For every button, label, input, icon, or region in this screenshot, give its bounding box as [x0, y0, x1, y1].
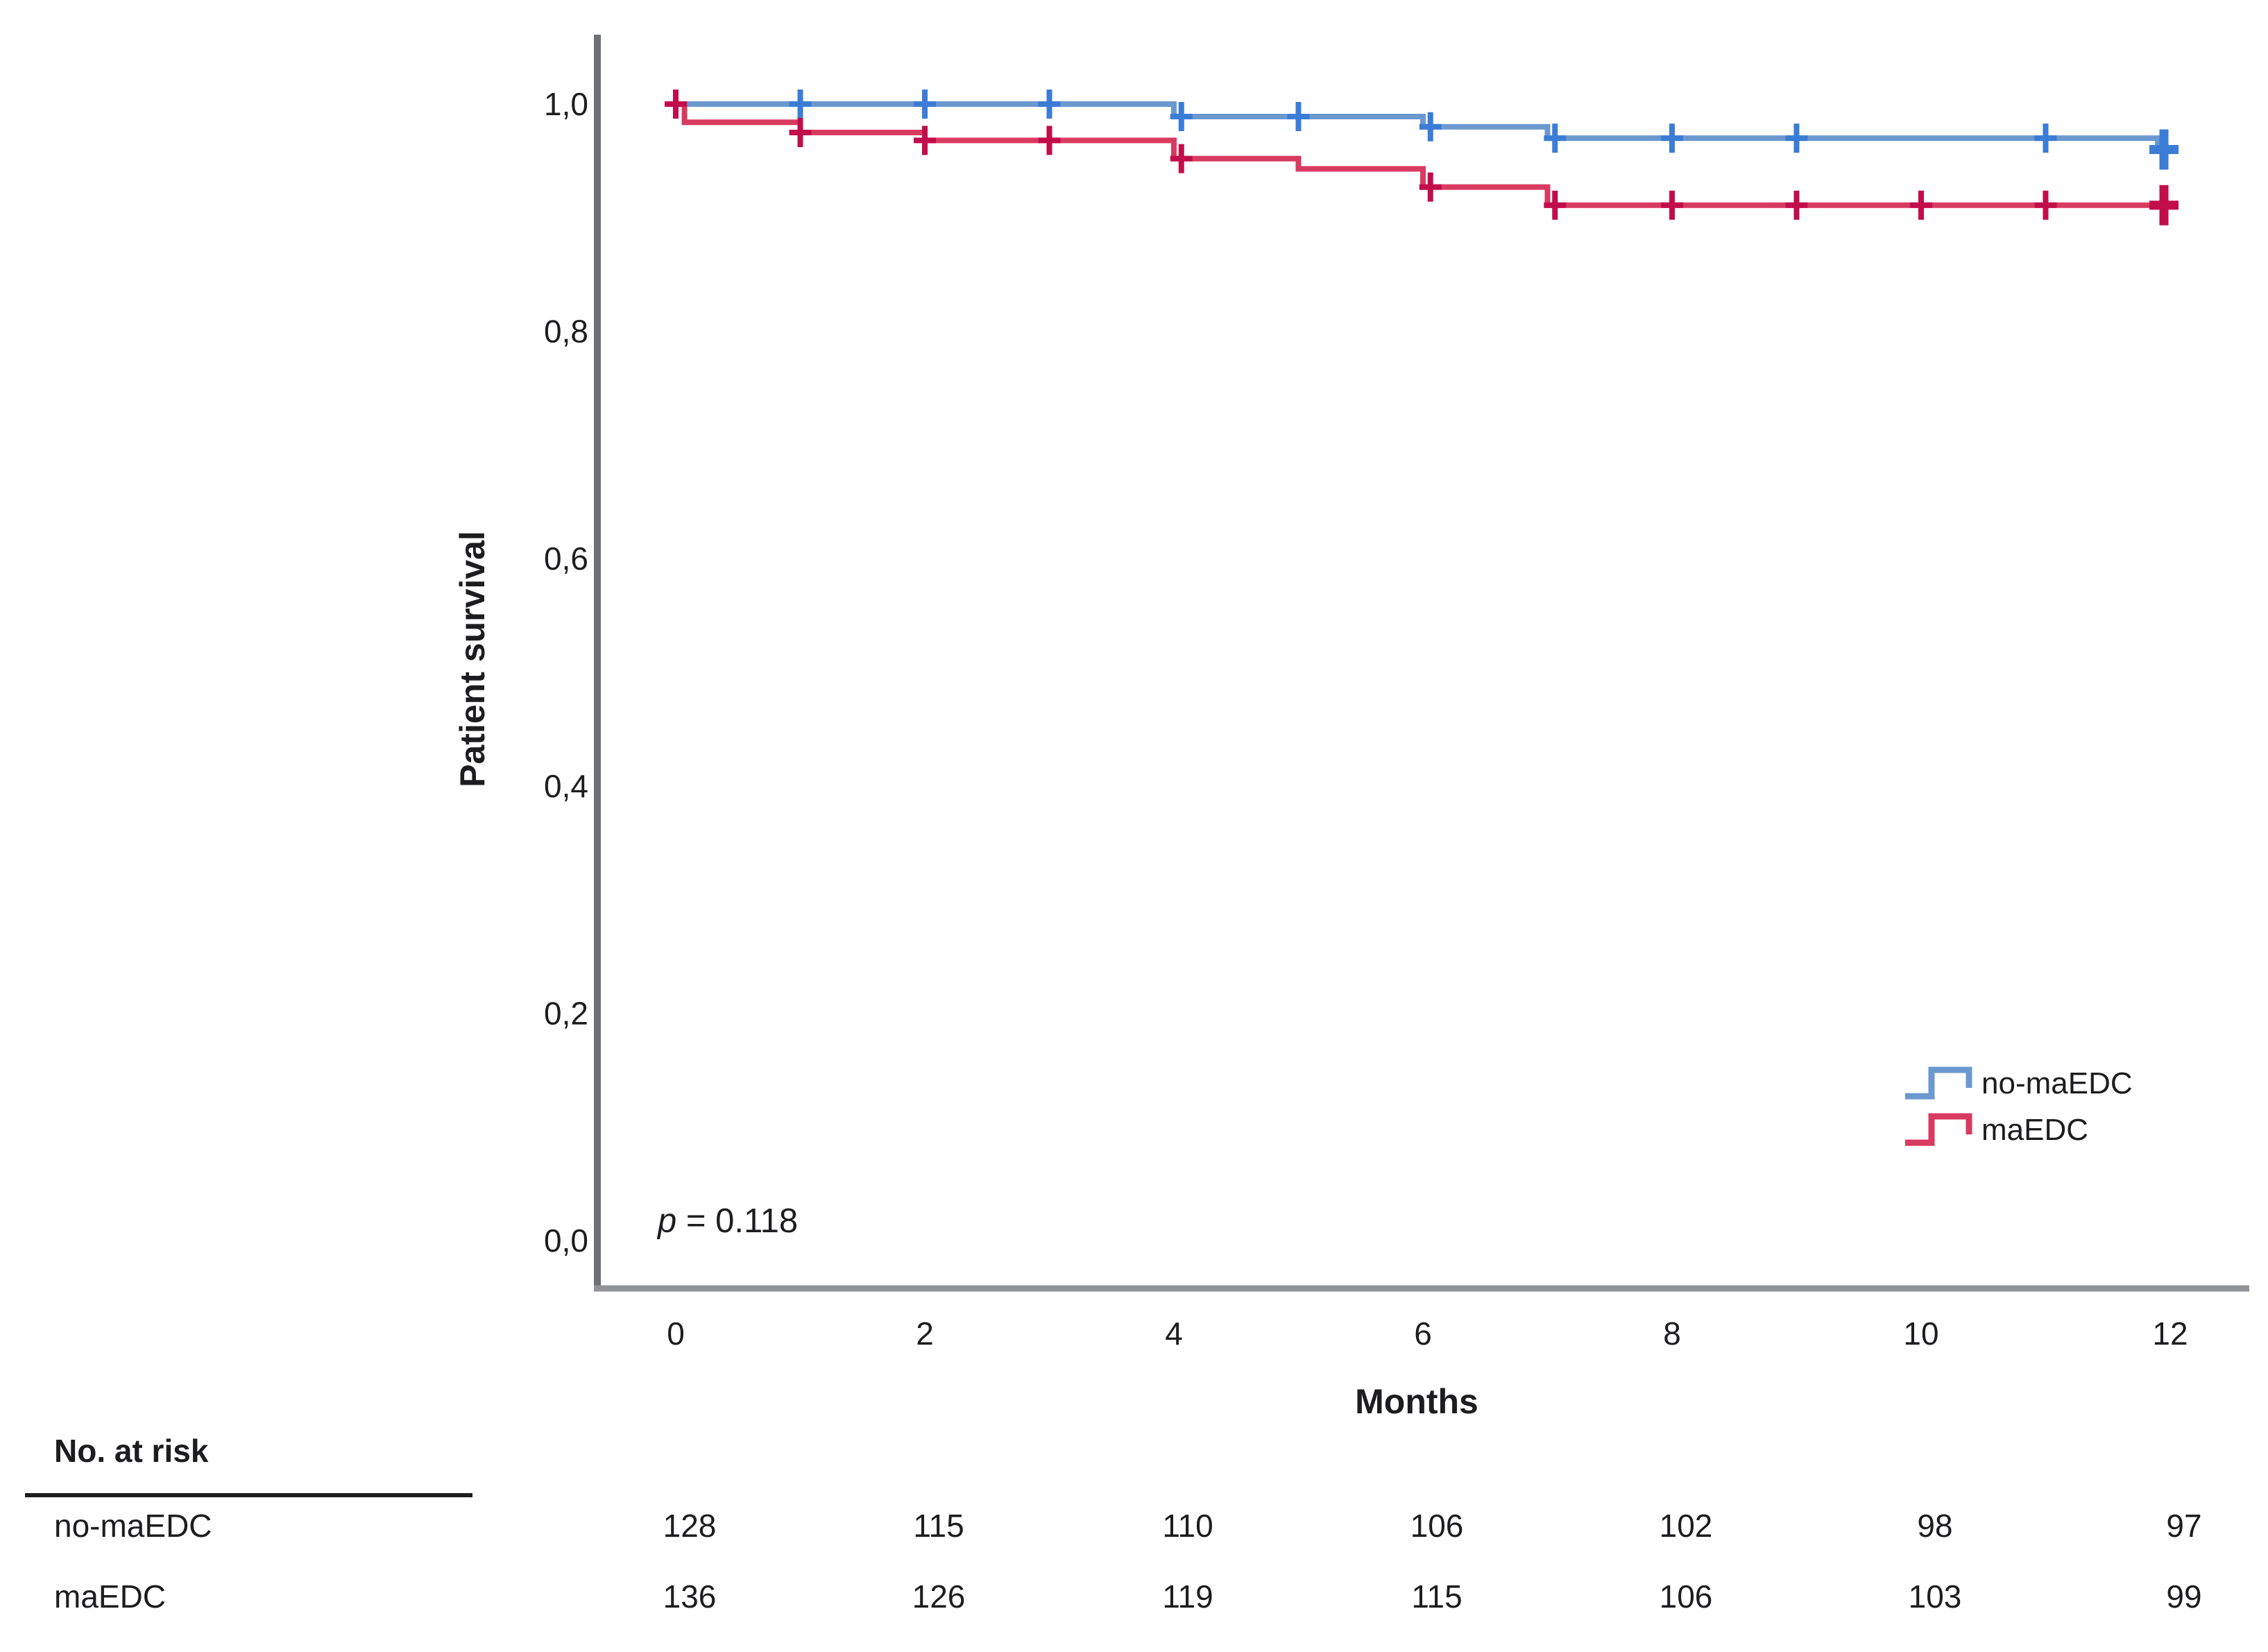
risk-value: 106 — [1410, 1508, 1464, 1544]
risk-value: 103 — [1908, 1578, 1962, 1615]
survival-curve-no-maEDC — [676, 101, 2176, 153]
y-tick-label: 0,2 — [544, 995, 588, 1031]
x-tick-label: 2 — [916, 1315, 934, 1352]
risk-value: 97 — [2166, 1508, 2202, 1544]
risk-value: 99 — [2166, 1578, 2202, 1615]
x-axis-title: Months — [1355, 1382, 1478, 1421]
risk-value: 128 — [663, 1508, 717, 1544]
legend-item-no-maEDC: no-maEDC — [1902, 1060, 2133, 1107]
risk-value: 126 — [912, 1578, 966, 1615]
legend-item-maEDC: maEDC — [1902, 1107, 2133, 1153]
y-axis-title: Patient survival — [453, 531, 492, 787]
risk-value: 115 — [913, 1508, 964, 1544]
legend-label: no-maEDC — [1981, 1066, 2133, 1100]
risk-value: 98 — [1917, 1508, 1953, 1544]
risk-table-rule — [25, 1493, 472, 1497]
risk-row-label-no-maEDC: no-maEDC — [54, 1508, 212, 1544]
x-tick-label: 8 — [1663, 1315, 1681, 1352]
y-tick-label: 0,8 — [544, 314, 588, 350]
p-value-text: = 0.118 — [676, 1202, 799, 1240]
y-tick-label: 0,0 — [544, 1223, 588, 1259]
risk-value: 115 — [1411, 1578, 1463, 1615]
x-tick-label: 10 — [1903, 1315, 1938, 1352]
risk-value: 110 — [1162, 1508, 1213, 1544]
x-tick-label: 6 — [1414, 1315, 1432, 1352]
risk-row-label-maEDC: maEDC — [54, 1578, 167, 1615]
risk-value: 119 — [1162, 1578, 1213, 1615]
survival-curve-maEDC — [676, 101, 2176, 208]
legend-label: maEDC — [1981, 1112, 2089, 1147]
x-tick-label: 12 — [2152, 1315, 2188, 1352]
x-tick-label: 4 — [1165, 1315, 1183, 1352]
p-symbol: p — [658, 1202, 677, 1240]
risk-value: 106 — [1659, 1578, 1713, 1615]
risk-value: 136 — [663, 1578, 717, 1615]
x-tick-label: 0 — [667, 1315, 685, 1352]
legend: no-maEDC maEDC — [1902, 1060, 2133, 1153]
risk-value: 102 — [1659, 1508, 1713, 1544]
risk-table-header: No. at risk — [54, 1433, 209, 1469]
y-tick-label: 0,6 — [544, 540, 588, 577]
y-tick-label: 0,4 — [544, 768, 588, 804]
step-line-icon — [1905, 1113, 1972, 1146]
p-value-annotation: p = 0.118 — [658, 1202, 798, 1241]
y-tick-label: 1,0 — [544, 86, 588, 122]
step-line-icon — [1905, 1066, 1972, 1099]
